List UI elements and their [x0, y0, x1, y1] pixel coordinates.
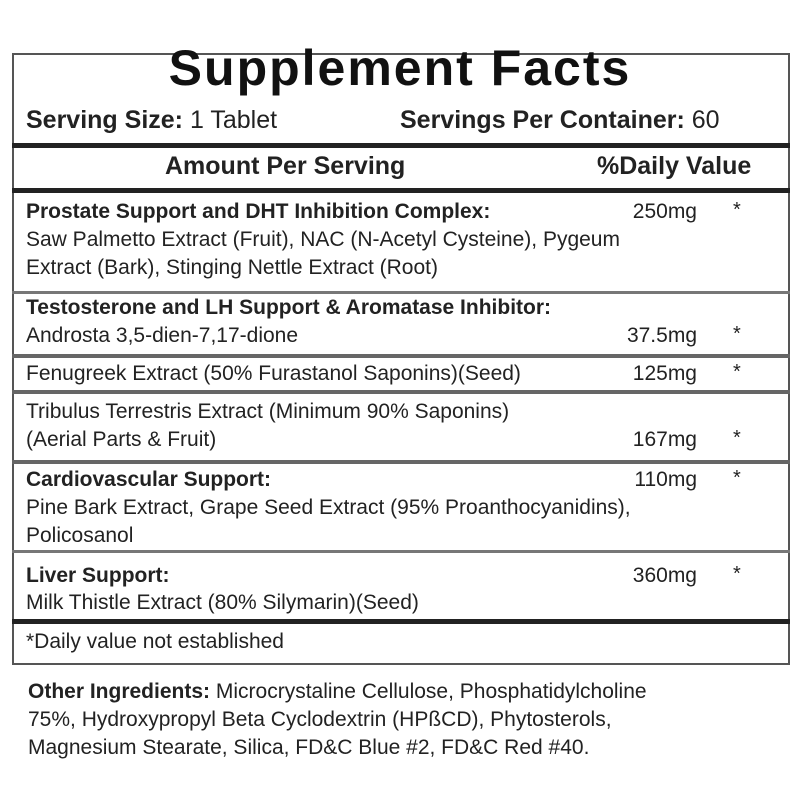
divider [12, 619, 790, 624]
row-amount: 250mg [632, 200, 697, 223]
row-heading: Liver Support: [26, 564, 170, 587]
divider [12, 188, 790, 193]
other-ingredients-text: Microcrystaline Cellulose, Phosphatidylc… [215, 680, 647, 703]
divider [12, 550, 790, 553]
row-heading: Cardiovascular Support: [26, 468, 272, 491]
row-amount: 360mg [632, 564, 697, 587]
row-daily-value: * [733, 563, 741, 585]
row-daily-value: * [733, 199, 741, 221]
daily-value-header: %Daily Value [597, 152, 752, 180]
row-daily-value: * [733, 427, 741, 449]
other-ingredients-line: 75%, Hydroxypropyl Beta Cyclodextrin (HP… [28, 708, 612, 731]
row-amount: 125mg [632, 362, 697, 385]
row-daily-value: * [733, 361, 741, 383]
divider [12, 390, 790, 394]
servings-per-container-value: 60 [691, 106, 720, 134]
row-amount: 167mg [632, 428, 697, 451]
amount-per-serving-header: Amount Per Serving [165, 152, 406, 180]
serving-size: Serving Size: 1 Tablet [26, 106, 277, 134]
other-ingredients-line: Other Ingredients: Microcrystaline Cellu… [28, 680, 647, 704]
servings-per-container-label: Servings Per Container: [400, 106, 685, 134]
row-line: Androsta 3,5-dien-7,17-dione [26, 324, 299, 347]
row-line: Saw Palmetto Extract (Fruit), NAC (N-Ace… [26, 228, 620, 251]
row-heading: Prostate Support and DHT Inhibition Comp… [26, 200, 491, 223]
row-line: (Aerial Parts & Fruit) [26, 428, 217, 451]
row-line: Policosanol [26, 524, 134, 547]
row-line: Milk Thistle Extract (80% Silymarin)(See… [26, 591, 419, 614]
divider [12, 291, 790, 294]
row-heading: Testosterone and LH Support & Aromatase … [26, 296, 552, 319]
serving-size-label: Serving Size: [26, 106, 183, 134]
other-ingredients-label: Other Ingredients: [28, 680, 211, 703]
row-line: Pine Bark Extract, Grape Seed Extract (9… [26, 496, 631, 519]
row-line: Extract (Bark), Stinging Nettle Extract … [26, 256, 438, 279]
footnote: *Daily value not established [26, 630, 284, 653]
row-line: Tribulus Terrestris Extract (Minimum 90%… [26, 400, 510, 423]
other-ingredients-line: Magnesium Stearate, Silica, FD&C Blue #2… [28, 736, 590, 759]
row-line: Fenugreek Extract (50% Furastanol Saponi… [26, 362, 521, 385]
row-daily-value: * [733, 323, 741, 345]
row-daily-value: * [733, 467, 741, 489]
row-amount: 110mg [634, 468, 697, 491]
serving-size-value: 1 Tablet [189, 106, 278, 134]
supplement-facts-panel [12, 53, 790, 665]
divider [12, 354, 790, 358]
row-amount: 37.5mg [626, 324, 697, 347]
divider [12, 460, 790, 464]
divider [12, 143, 790, 148]
servings-per-container: Servings Per Container: 60 [400, 106, 720, 134]
panel-title: Supplement Facts [168, 40, 632, 96]
